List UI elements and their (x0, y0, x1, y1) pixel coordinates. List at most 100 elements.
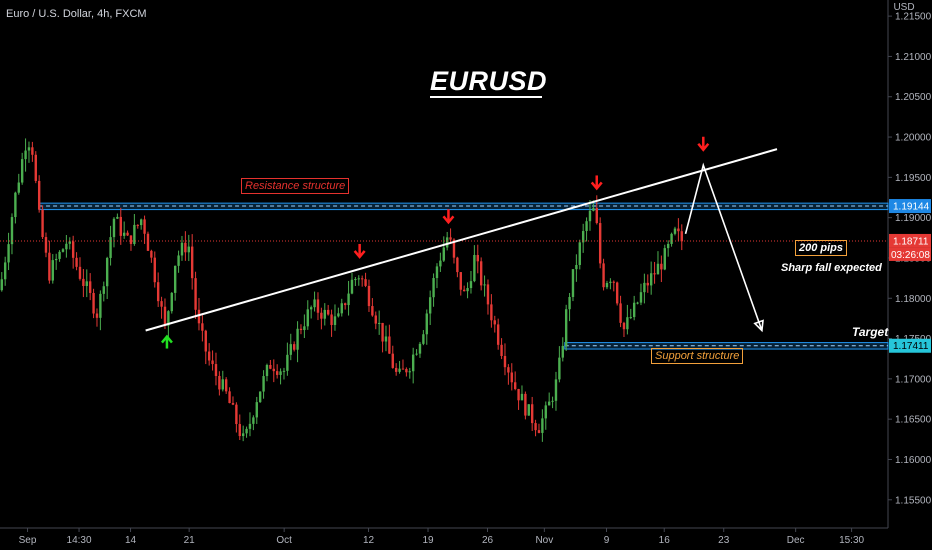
candle-body (656, 263, 660, 275)
candle-body (619, 303, 622, 323)
candle-body (459, 272, 462, 290)
projection-arrowhead (753, 319, 764, 333)
target-label[interactable]: Target (852, 325, 889, 339)
candle-body (3, 262, 7, 280)
candle-body (561, 345, 564, 358)
candle-body (163, 306, 167, 326)
candle-body (364, 279, 367, 286)
candle-body (224, 379, 228, 392)
candle-body (425, 313, 428, 335)
candle-body (367, 285, 371, 307)
candle-body (405, 368, 408, 373)
candle-body (377, 322, 381, 324)
candle-body (507, 367, 510, 373)
candle-body (245, 428, 248, 434)
price-tag (889, 199, 931, 214)
x-tick-label: 23 (718, 535, 730, 546)
candle-body (211, 360, 214, 365)
y-tick-label: 1.20000 (895, 133, 932, 144)
x-tick-label: 15:30 (839, 535, 864, 546)
candle-body (296, 328, 299, 350)
x-tick-label: 19 (422, 535, 434, 546)
candle-body (109, 237, 112, 258)
candle-body (85, 281, 88, 286)
candle-body (615, 282, 619, 304)
candle-body (473, 254, 476, 282)
candle-body (14, 192, 17, 218)
candle-body (581, 231, 585, 243)
candle-body (214, 364, 218, 376)
candle-body (218, 375, 221, 390)
candle-body (653, 273, 656, 275)
candle-body (126, 232, 129, 236)
candle-body (204, 330, 207, 352)
down-arrow-icon (353, 250, 366, 259)
candle-body (649, 273, 653, 286)
candle-body (262, 376, 265, 392)
candle-body (0, 279, 3, 291)
ascending-trendline[interactable] (145, 148, 778, 332)
chart-title: EURUSD (430, 66, 548, 96)
candle-body (524, 393, 527, 416)
candle-body (44, 237, 48, 253)
price-tags: 1.19144 1.17411 1.18711 03:26:08 (889, 199, 931, 353)
pips-label[interactable]: 200 pips (795, 240, 848, 256)
candle-body (48, 252, 51, 281)
candle-body (27, 147, 31, 151)
candle-body (10, 217, 14, 245)
candle-body (612, 281, 615, 283)
countdown-label: 03:26:08 (891, 250, 930, 261)
candle-body (265, 365, 269, 377)
candle-body (180, 242, 184, 256)
candle-body (228, 391, 231, 404)
candle-body (7, 244, 10, 263)
x-tick-label: 26 (482, 535, 494, 546)
candle-body (445, 237, 449, 248)
x-tick-label: 9 (604, 535, 610, 546)
candle-body (568, 296, 571, 310)
candle-body (129, 235, 133, 244)
candle-body (639, 292, 643, 303)
candle-body (252, 417, 255, 424)
candle-body (350, 279, 354, 294)
candle-body (102, 286, 105, 294)
y-tick-label: 1.21000 (895, 52, 932, 63)
candle-body (391, 353, 394, 368)
candle-body (418, 343, 422, 354)
candle-body (449, 237, 452, 240)
candle-body (401, 368, 405, 370)
countdown-tag (889, 247, 931, 261)
candle-body (646, 282, 649, 286)
candle-body (326, 309, 330, 315)
candle-body (398, 368, 401, 372)
projection-path[interactable] (684, 162, 763, 331)
candle-body (34, 154, 37, 181)
candle-body (282, 370, 286, 372)
y-tick-label: 1.19500 (895, 173, 932, 184)
candle-body (92, 292, 95, 314)
price-tag (889, 233, 931, 248)
candlesticks (0, 138, 683, 442)
candle-body (275, 371, 279, 375)
x-tick-label: Sep (19, 535, 37, 546)
candle-body (381, 322, 384, 342)
candle-body (119, 216, 122, 236)
support-structure-label[interactable]: Support structure (651, 348, 744, 364)
candle-body (527, 404, 530, 416)
sharp-fall-label[interactable]: Sharp fall expected (781, 262, 882, 274)
candle-body (469, 281, 473, 289)
candle-body (384, 336, 388, 342)
candle-body (235, 404, 238, 425)
candle-body (541, 418, 544, 433)
resistance-structure-label[interactable]: Resistance structure (241, 178, 350, 194)
candle-body (666, 243, 670, 249)
candle-body (347, 293, 350, 306)
candle-body (660, 263, 663, 270)
candle-body (184, 242, 187, 253)
price-tag-label: 1.18711 (893, 236, 929, 247)
candle-body (143, 219, 146, 234)
candle-body (670, 233, 673, 244)
candle-body (309, 307, 313, 310)
time-axis[interactable]: Sep 14:30 14 21 Oct 12 19 26 Nov 9 16 23 Dec 15:30 (19, 528, 865, 546)
